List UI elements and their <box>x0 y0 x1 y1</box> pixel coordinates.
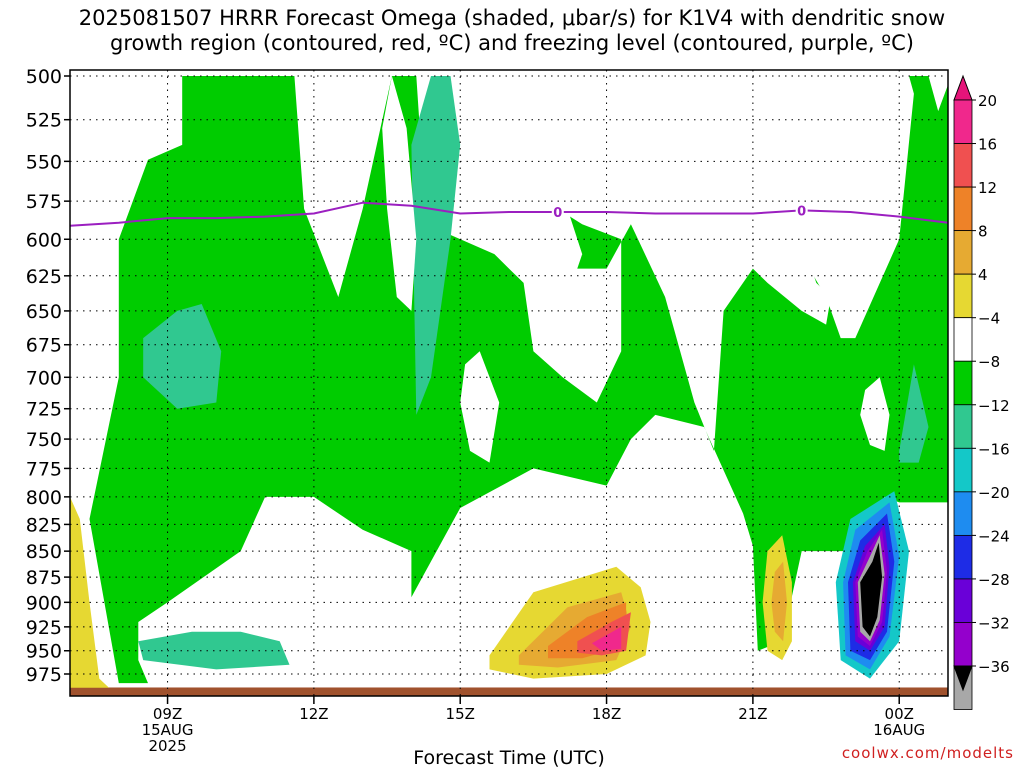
colorbar-label-3: 8 <box>978 223 988 241</box>
omega-region-9 <box>771 561 787 642</box>
colorbar-legend: 20 16 12 8 4 −4 −8 −12 −16 −20 −24 −28 −32 −36 <box>953 74 1010 710</box>
colorbar-label-10: −24 <box>978 527 1010 545</box>
omega-region-12 <box>591 626 622 651</box>
y-tick-label-525: 525 <box>26 110 62 132</box>
omega-region-0 <box>89 76 948 684</box>
colorbar-top-arrow <box>953 74 973 101</box>
omega-region-1 <box>143 304 222 409</box>
y-tick-label-750: 750 <box>26 429 62 451</box>
colorbar-swatch-9 <box>953 447 973 493</box>
y-tick-label-850: 850 <box>26 541 62 563</box>
y-tick-label-775: 775 <box>26 458 62 480</box>
grid-lines <box>70 70 948 696</box>
chart-title-line-2: growth region (contoured, red, ºC) and f… <box>110 31 914 55</box>
omega-region-5 <box>70 496 109 688</box>
omega-gap-region-3 <box>460 351 500 463</box>
y-tick-label-725: 725 <box>26 399 62 421</box>
y-tick-label-700: 700 <box>26 367 62 389</box>
omega-gap-region-1 <box>752 208 831 325</box>
colorbar-label-5: −4 <box>978 310 1000 328</box>
y-tick-label-900: 900 <box>26 592 62 614</box>
chart-title: 2025081507 HRRR Forecast Omega (shaded, … <box>0 6 1024 56</box>
colorbar-label-1: 16 <box>978 136 997 154</box>
colorbar-swatch-12 <box>953 578 973 623</box>
colorbar-label-9: −20 <box>978 484 1010 502</box>
watermark: coolwx.com/modelts <box>841 744 1014 762</box>
colorbar-bottom-arrow <box>953 665 973 692</box>
omega-gap-region-0 <box>382 76 417 311</box>
y-tick-label-925: 925 <box>26 617 62 639</box>
x-tick-label-9-2: 2025 <box>148 737 186 755</box>
omega-region-4 <box>899 364 929 463</box>
freezing-label-bg-0 <box>551 203 564 218</box>
ground-surface-strip <box>70 687 948 696</box>
y-tick-label-800: 800 <box>26 487 62 509</box>
y-tick-label-675: 675 <box>26 335 62 357</box>
plot-frame <box>69 69 949 697</box>
colorbar-swatch-2 <box>953 143 973 188</box>
x-tick-label-12-0: 12Z <box>299 705 328 723</box>
x-axis-label: Forecast Time (UTC) <box>413 747 604 768</box>
omega-gap-region-2 <box>509 208 583 283</box>
colorbar-label-6: −8 <box>978 353 1000 371</box>
colorbar-label-4: 4 <box>978 266 988 284</box>
colorbar-label-12: −32 <box>978 614 1010 632</box>
colorbar-label-8: −16 <box>978 440 1010 458</box>
x-tick-label-9-0: 09Z <box>153 705 182 723</box>
y-tick-label-550: 550 <box>26 151 62 173</box>
x-tick-label-18-0: 18Z <box>592 705 621 723</box>
y-tick-label-875: 875 <box>26 567 62 589</box>
colorbar-swatch-8 <box>953 404 973 449</box>
colorbar-swatch-13 <box>953 622 973 667</box>
colorbar-swatch-10 <box>953 491 973 536</box>
omega-region-2 <box>411 76 461 415</box>
colorbar-swatch-7 <box>953 360 973 406</box>
colorbar-label-11: −28 <box>978 571 1010 589</box>
plot-area <box>70 76 948 696</box>
freezing-level-label-0: 0 <box>553 206 562 221</box>
x-tick-label-15-0: 15Z <box>446 705 475 723</box>
y-tick-label-650: 650 <box>26 301 62 323</box>
colorbar-label-7: −12 <box>978 397 1010 415</box>
y-tick-label-950: 950 <box>26 641 62 663</box>
freezing-label-bg-1 <box>795 202 808 217</box>
x-tick-label-21-0: 21Z <box>738 705 767 723</box>
y-tick-label-625: 625 <box>26 266 62 288</box>
x-tick-label-9-1: 15AUG <box>142 721 194 739</box>
colorbar-swatch-4 <box>953 230 973 275</box>
omega-gap-region-5 <box>748 76 758 178</box>
omega-gap-region-4 <box>860 377 890 451</box>
y-tick-label-600: 600 <box>26 229 62 251</box>
colorbar-label-2: 12 <box>978 179 997 197</box>
omega-region-19 <box>860 542 883 637</box>
colorbar-label-0: 20 <box>978 92 997 110</box>
colorbar-swatch-5 <box>953 273 973 319</box>
x-tick-label-24-1: 16AUG <box>873 721 925 739</box>
y-tick-label-500: 500 <box>26 66 62 88</box>
colorbar-label-13: −36 <box>978 658 1010 676</box>
freezing-level-label-1: 0 <box>797 204 806 219</box>
colorbar-swatch-3 <box>953 186 973 232</box>
chart-title-line-1: 2025081507 HRRR Forecast Omega (shaded, … <box>78 6 946 30</box>
y-tick-label-575: 575 <box>26 191 62 213</box>
x-tick-label-24-0: 00Z <box>885 705 914 723</box>
y-axis: 500 525 550 575 600 625 650 675 700 725 750 775 800 8… <box>26 66 70 686</box>
colorbar-swatch-11 <box>953 534 973 580</box>
colorbar-swatch-1 <box>953 99 973 144</box>
colorbar-swatch-6 <box>953 317 973 362</box>
y-tick-label-975: 975 <box>26 664 62 686</box>
y-tick-label-825: 825 <box>26 514 62 536</box>
